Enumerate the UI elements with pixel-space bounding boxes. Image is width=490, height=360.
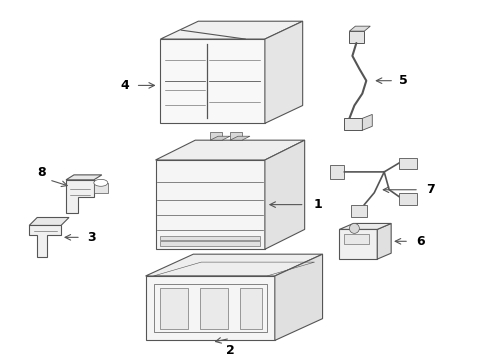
Polygon shape: [161, 288, 188, 329]
Text: 6: 6: [416, 235, 425, 248]
Text: 2: 2: [226, 344, 234, 357]
Bar: [344, 234, 369, 244]
Polygon shape: [29, 217, 69, 225]
Text: 7: 7: [427, 183, 435, 196]
Polygon shape: [399, 193, 417, 204]
Polygon shape: [377, 224, 391, 259]
Polygon shape: [155, 160, 265, 249]
Text: 3: 3: [88, 231, 96, 244]
Polygon shape: [230, 136, 250, 140]
Polygon shape: [155, 140, 305, 160]
Polygon shape: [161, 21, 303, 39]
Text: 4: 4: [121, 79, 129, 92]
Polygon shape: [210, 132, 222, 140]
Text: 5: 5: [399, 74, 408, 87]
Polygon shape: [146, 276, 275, 341]
Polygon shape: [230, 132, 242, 140]
Polygon shape: [349, 31, 365, 43]
Polygon shape: [29, 225, 61, 257]
Polygon shape: [146, 254, 322, 276]
Circle shape: [349, 224, 359, 233]
Polygon shape: [265, 21, 303, 123]
Bar: [94, 183, 108, 193]
Polygon shape: [66, 180, 94, 212]
Text: 1: 1: [313, 198, 322, 211]
Polygon shape: [200, 288, 228, 329]
Polygon shape: [344, 118, 362, 130]
Polygon shape: [340, 224, 391, 229]
Ellipse shape: [94, 179, 108, 186]
Bar: [161, 241, 260, 246]
Polygon shape: [349, 26, 370, 31]
Polygon shape: [340, 229, 377, 259]
Polygon shape: [351, 204, 368, 216]
Polygon shape: [265, 140, 305, 249]
Bar: [161, 235, 260, 240]
Polygon shape: [399, 158, 417, 169]
Polygon shape: [161, 39, 265, 123]
Polygon shape: [329, 165, 344, 179]
Polygon shape: [362, 114, 372, 130]
Polygon shape: [210, 136, 230, 140]
Polygon shape: [275, 254, 322, 341]
Polygon shape: [66, 175, 102, 180]
Text: 8: 8: [37, 166, 46, 179]
Polygon shape: [240, 288, 262, 329]
